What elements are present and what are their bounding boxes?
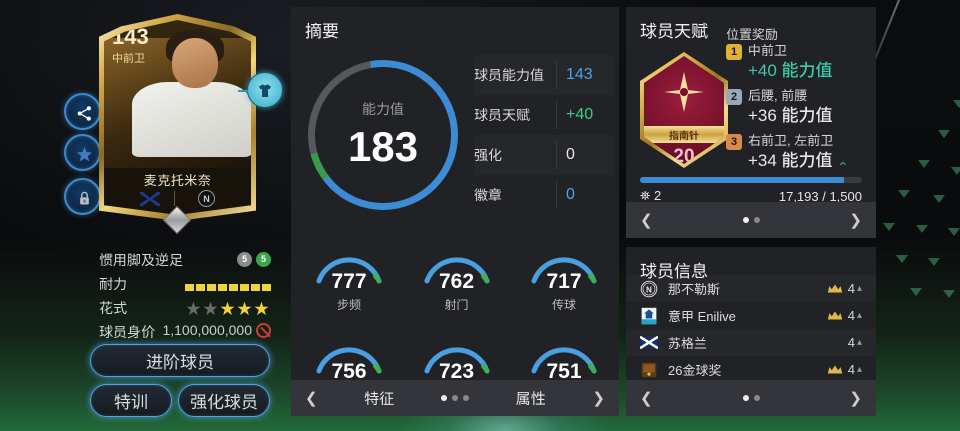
svg-text:N: N — [646, 285, 652, 294]
